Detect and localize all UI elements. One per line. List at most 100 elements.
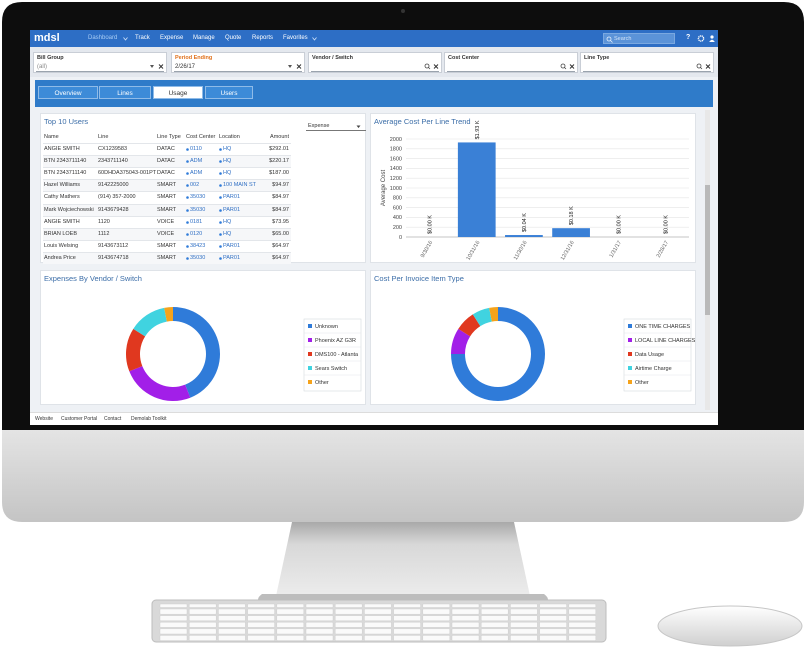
tab[interactable]: Users [205, 86, 253, 99]
cell: $292.01 [269, 146, 289, 152]
cell-link[interactable]: HQ [223, 170, 232, 177]
footer-link[interactable]: Customer Portal [61, 416, 98, 422]
cell-link[interactable]: HQ [223, 158, 232, 165]
donut-slice [489, 307, 498, 322]
bullet-dot [186, 160, 189, 163]
filter-icons [288, 64, 302, 69]
cell: CX1239583 [98, 146, 128, 152]
scrollbar-thumb[interactable] [705, 185, 710, 315]
filter-label: Bill Group [37, 55, 64, 61]
value-label: $0.00 K [428, 215, 434, 234]
cell-link[interactable]: 38423 [190, 242, 206, 249]
key [451, 615, 480, 621]
key [218, 615, 246, 621]
key [188, 622, 217, 628]
filter-underline [174, 71, 302, 72]
nav-item[interactable]: Dashboard [88, 35, 118, 41]
cell-link[interactable]: ADM [190, 158, 203, 165]
filter-label: Vendor / Switch [312, 55, 353, 61]
stand-neck [276, 522, 530, 596]
cell-link[interactable]: 0110 [190, 146, 202, 152]
logo[interactable]: mdsl [34, 32, 60, 44]
cell-link[interactable]: 0181 [190, 218, 203, 225]
key [159, 608, 188, 615]
cell: $64.97 [272, 242, 289, 249]
donut-slice [126, 328, 146, 372]
cell-link[interactable]: PAR01 [223, 206, 241, 213]
key [422, 635, 450, 641]
cell: $220.17 [269, 158, 289, 165]
cell-link[interactable]: PAR01 [223, 254, 241, 261]
nav-item[interactable]: Track [135, 35, 150, 41]
legend-label: Sears Switch [315, 366, 347, 372]
key [451, 628, 480, 635]
donut-slice [164, 307, 173, 322]
footer-link[interactable]: Contact [104, 416, 122, 422]
cell-link[interactable]: 35030 [190, 194, 206, 201]
bullet [219, 160, 222, 163]
legend-label: DMS100 - Atlanta [315, 352, 359, 358]
row-divider [43, 167, 291, 169]
nav-item[interactable]: Favorites [283, 35, 308, 41]
legend-label: ONE TIME CHARGES [635, 324, 691, 330]
key [159, 615, 188, 621]
footer-link[interactable]: Website [35, 416, 53, 422]
search-placeholder: Search [614, 36, 632, 42]
footer-link[interactable]: Demolab Toolkit [131, 416, 167, 422]
cell-link[interactable]: PAR01 [223, 194, 241, 201]
bullet [186, 244, 189, 248]
cell-link[interactable]: 002 [190, 182, 200, 189]
lens [560, 63, 566, 69]
y-tick-label: 1600 [390, 156, 402, 162]
filter[interactable]: Period Ending 2/26/17 [171, 52, 305, 73]
filter[interactable]: Line Type [580, 52, 714, 73]
tab[interactable]: Overview [38, 86, 98, 99]
sort-dropdown[interactable]: Expense [306, 123, 366, 131]
nav-item[interactable]: Reports [252, 35, 274, 41]
key [539, 608, 567, 615]
bullet [186, 220, 189, 224]
nav-icons [697, 35, 715, 42]
nav-item[interactable]: Expense [160, 35, 184, 41]
search-box[interactable]: Search [603, 33, 675, 44]
key [188, 635, 217, 641]
tab[interactable]: Usage [153, 86, 203, 99]
gear-icon [697, 35, 705, 42]
cell-link[interactable]: HQ [223, 230, 232, 237]
bullet [186, 160, 189, 163]
key [539, 615, 567, 621]
cell-link[interactable]: HQ [223, 218, 232, 225]
cell: $84.97 [272, 206, 289, 213]
filter[interactable]: Bill Group (all) [33, 52, 167, 73]
cell-link[interactable]: PAR01 [223, 242, 241, 249]
tab-bar: Overview Lines Usage Users [35, 80, 713, 107]
help-icon[interactable]: ? [686, 34, 691, 41]
filter[interactable]: Vendor / Switch [308, 52, 442, 73]
cell: BRIAN LOEB [44, 230, 78, 237]
cell: SMART [157, 194, 177, 201]
key [305, 615, 334, 621]
bullet [219, 184, 222, 188]
key [393, 622, 421, 628]
cell-link[interactable]: 35030 [190, 206, 206, 213]
cell: $73.95 [272, 218, 289, 225]
cell-link[interactable]: HQ [223, 146, 232, 152]
key [218, 603, 246, 608]
bullet [186, 208, 189, 212]
tab[interactable]: Lines [99, 86, 151, 99]
bullet-dot [186, 232, 189, 236]
legend-label: LOCAL LINE CHARGES [635, 338, 695, 344]
filter[interactable]: Cost Center [444, 52, 578, 73]
cell-link[interactable]: ADM [190, 170, 203, 177]
key [451, 603, 480, 608]
cell-link[interactable]: 100 MAIN ST [223, 182, 257, 189]
cell-link[interactable]: 35030 [190, 254, 206, 261]
bullet-dot [186, 184, 189, 188]
bullet [219, 208, 222, 212]
nav-item[interactable]: Manage [193, 35, 215, 41]
bullet-dot [186, 257, 189, 260]
nav-item[interactable]: Quote [225, 35, 242, 41]
y-tick-label: 200 [393, 225, 402, 231]
key [159, 628, 188, 635]
cell-link[interactable]: 0120 [190, 230, 203, 237]
